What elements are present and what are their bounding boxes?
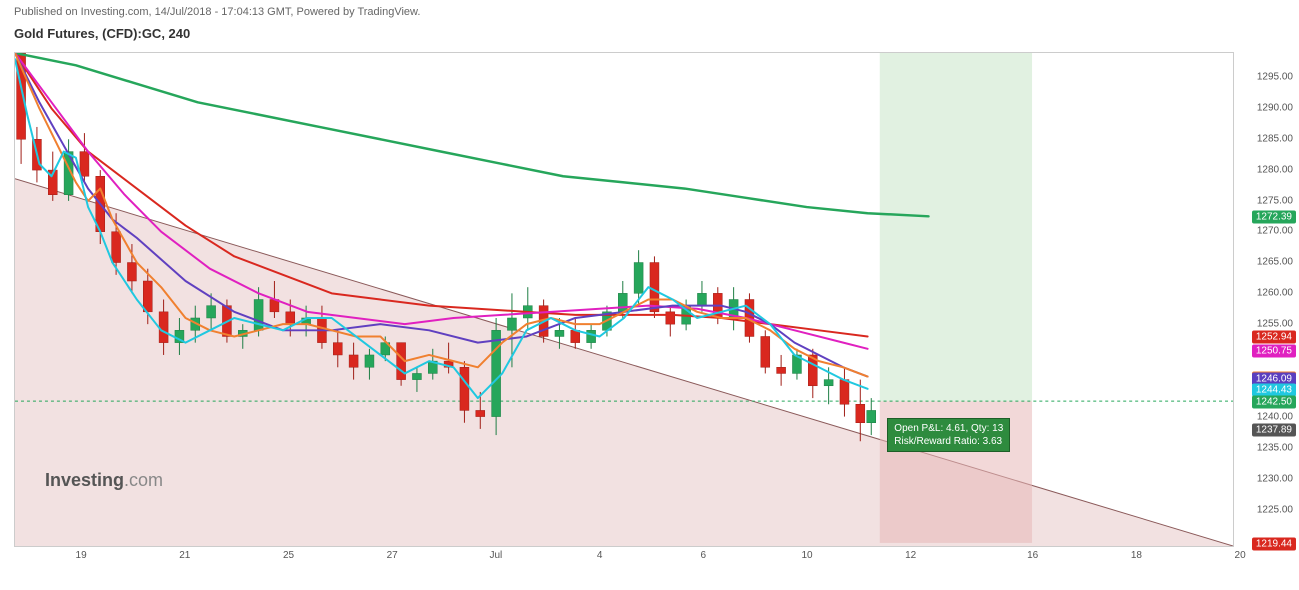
candle-body	[571, 330, 580, 342]
price-tick: 1240.00	[1257, 412, 1293, 423]
candle-body	[80, 152, 89, 177]
candle-body	[349, 355, 358, 367]
time-tick: 19	[76, 550, 87, 561]
price-tick: 1260.00	[1257, 288, 1293, 299]
candle-body	[127, 263, 136, 281]
chart-area[interactable]: Open P&L: 4.61, Qty: 13 Risk/Reward Rati…	[14, 52, 1234, 547]
price-tick: 1235.00	[1257, 443, 1293, 454]
chart-title: Gold Futures, (CFD):GC, 240	[14, 26, 190, 41]
price-tick: 1270.00	[1257, 226, 1293, 237]
price-label: 1250.75	[1252, 344, 1296, 357]
time-tick: Jul	[489, 550, 502, 561]
time-tick: 10	[801, 550, 812, 561]
trade-rr-line: Risk/Reward Ratio: 3.63	[894, 435, 1003, 448]
candle-body	[476, 410, 485, 416]
time-tick: 18	[1131, 550, 1142, 561]
price-label: 1272.39	[1252, 210, 1296, 223]
price-tick: 1275.00	[1257, 195, 1293, 206]
time-tick: 16	[1027, 550, 1038, 561]
price-tick: 1255.00	[1257, 319, 1293, 330]
trade-info-box[interactable]: Open P&L: 4.61, Qty: 13 Risk/Reward Rati…	[887, 418, 1010, 452]
watermark-light: .com	[124, 470, 163, 490]
candle-body	[207, 306, 216, 318]
candle-body	[143, 281, 152, 312]
time-tick: 12	[905, 550, 916, 561]
price-label: 1242.50	[1252, 395, 1296, 408]
candle-body	[587, 330, 596, 342]
candle-body	[460, 367, 469, 410]
time-tick: 25	[283, 550, 294, 561]
candle-body	[333, 343, 342, 355]
price-label: 1219.44	[1252, 538, 1296, 551]
candle-body	[824, 380, 833, 386]
time-axis: 19212527Jul461012161820	[14, 550, 1234, 570]
price-label: 1252.94	[1252, 330, 1296, 343]
time-tick: 21	[179, 550, 190, 561]
time-tick: 20	[1235, 550, 1246, 561]
time-tick: 4	[597, 550, 603, 561]
candle-body	[761, 336, 770, 367]
ma-green	[15, 53, 929, 216]
price-tick: 1295.00	[1257, 71, 1293, 82]
candle-body	[697, 293, 706, 305]
candle-body	[867, 410, 876, 422]
watermark-bold: Investing	[45, 470, 124, 490]
time-tick: 6	[701, 550, 707, 561]
watermark: Investing.com	[45, 470, 163, 491]
price-tick: 1230.00	[1257, 473, 1293, 484]
publish-header: Published on Investing.com, 14/Jul/2018 …	[14, 6, 420, 18]
price-tick: 1280.00	[1257, 164, 1293, 175]
price-tick: 1290.00	[1257, 102, 1293, 113]
trade-pnl-line: Open P&L: 4.61, Qty: 13	[894, 422, 1003, 435]
candle-body	[492, 330, 501, 416]
candle-body	[365, 355, 374, 367]
candle-body	[650, 263, 659, 312]
price-label: 1237.89	[1252, 424, 1296, 437]
candle-body	[618, 293, 627, 311]
price-axis: 1225.001230.001235.001240.001245.001250.…	[1235, 52, 1297, 547]
candle-body	[634, 263, 643, 294]
candle-body	[840, 380, 849, 405]
candle-body	[412, 373, 421, 379]
price-tick: 1285.00	[1257, 133, 1293, 144]
price-tick: 1225.00	[1257, 504, 1293, 515]
candle-body	[666, 312, 675, 324]
candle-body	[856, 404, 865, 422]
candle-body	[555, 330, 564, 336]
candle-body	[286, 312, 295, 324]
candle-body	[159, 312, 168, 343]
price-tick: 1265.00	[1257, 257, 1293, 268]
long-zone[interactable]	[880, 53, 1032, 401]
candle-body	[112, 232, 121, 263]
chart-svg	[15, 53, 1233, 546]
time-tick: 27	[387, 550, 398, 561]
candle-body	[777, 367, 786, 373]
candle-body	[507, 318, 516, 330]
